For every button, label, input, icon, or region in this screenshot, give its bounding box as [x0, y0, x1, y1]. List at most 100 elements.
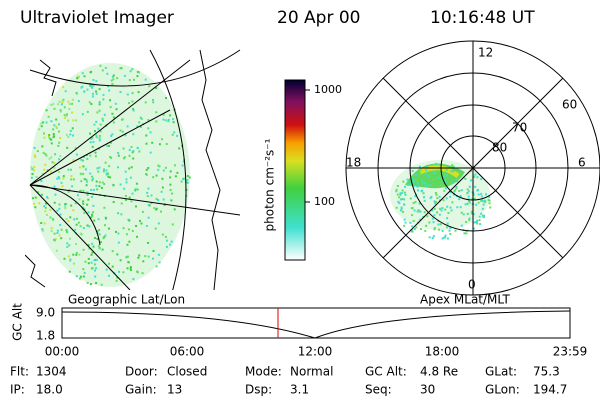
- speckle: [91, 251, 94, 254]
- speckle: [124, 134, 127, 137]
- speckle: [410, 229, 413, 231]
- speckle: [452, 165, 455, 168]
- speckle: [103, 206, 106, 209]
- speckle: [398, 202, 401, 205]
- speckle: [66, 146, 69, 149]
- speckle: [75, 217, 78, 220]
- speckle: [34, 155, 37, 158]
- colorbar-label: photon cm⁻²s⁻¹: [263, 138, 277, 231]
- speckle: [95, 136, 98, 139]
- speckle: [83, 271, 86, 274]
- speckle: [108, 89, 111, 92]
- speckle: [445, 174, 448, 177]
- x-tick-label: 12:00: [298, 345, 333, 359]
- speckle: [78, 198, 81, 201]
- speckle: [116, 77, 119, 80]
- speckle: [436, 197, 439, 200]
- speckle: [96, 167, 99, 170]
- speckle: [65, 114, 68, 117]
- speckle: [158, 165, 161, 168]
- speckle: [474, 185, 477, 188]
- speckle: [55, 118, 58, 121]
- speckle: [401, 189, 404, 192]
- speckle: [433, 228, 436, 231]
- speckle: [439, 223, 442, 226]
- speckle: [75, 223, 78, 226]
- speckle: [186, 181, 189, 184]
- speckle: [119, 129, 122, 132]
- speckle: [400, 198, 402, 201]
- speckle: [411, 230, 414, 233]
- speckle: [63, 257, 66, 260]
- speckle: [138, 121, 141, 124]
- speckle: [180, 180, 183, 183]
- speckle: [131, 192, 134, 195]
- speckle: [438, 195, 441, 198]
- speckle: [455, 186, 458, 189]
- speckle: [429, 196, 432, 199]
- speckle: [71, 185, 74, 188]
- speckle: [432, 235, 435, 238]
- speckle: [399, 192, 402, 195]
- speckle: [128, 102, 131, 105]
- speckle: [182, 160, 185, 163]
- speckle: [86, 281, 89, 284]
- speckle: [124, 198, 127, 201]
- speckle: [451, 201, 454, 204]
- speckle: [117, 212, 120, 215]
- speckle: [67, 136, 70, 138]
- speckle: [424, 229, 427, 232]
- speckle: [478, 219, 481, 222]
- speckle: [139, 116, 142, 119]
- speckle: [153, 207, 156, 210]
- speckle: [96, 230, 99, 233]
- speckle: [52, 218, 55, 221]
- speckle: [435, 162, 438, 165]
- speckle: [68, 270, 71, 273]
- speckle: [109, 141, 112, 144]
- speckle: [40, 222, 43, 224]
- speckle: [104, 66, 107, 69]
- speckle: [86, 88, 89, 91]
- speckle: [111, 75, 114, 78]
- status-label: Dsp:: [245, 383, 272, 397]
- speckle: [82, 159, 84, 162]
- speckle: [424, 182, 427, 185]
- speckle: [466, 188, 469, 191]
- speckle: [126, 267, 129, 270]
- speckle: [112, 201, 115, 203]
- speckle: [152, 98, 154, 101]
- speckle: [131, 92, 134, 95]
- speckle: [130, 166, 133, 169]
- speckle: [57, 144, 60, 147]
- speckle: [108, 165, 111, 168]
- speckle: [79, 225, 82, 228]
- speckle: [90, 84, 93, 87]
- speckle: [419, 169, 422, 172]
- speckle: [89, 71, 92, 74]
- speckle: [79, 172, 82, 175]
- speckle: [470, 179, 472, 182]
- speckle: [98, 233, 101, 236]
- speckle: [417, 189, 419, 192]
- speckle: [144, 255, 147, 258]
- speckle: [50, 138, 53, 141]
- speckle: [112, 74, 115, 77]
- speckle: [90, 103, 93, 105]
- speckle: [115, 279, 118, 282]
- speckle: [60, 110, 62, 113]
- speckle: [416, 185, 419, 188]
- speckle: [157, 253, 160, 256]
- speckle: [60, 103, 63, 106]
- speckle: [51, 161, 54, 164]
- speckle: [101, 69, 104, 72]
- speckle: [119, 91, 122, 93]
- speckle: [132, 278, 135, 280]
- speckle: [412, 202, 415, 205]
- speckle: [132, 157, 135, 160]
- speckle: [92, 245, 95, 248]
- speckle: [89, 154, 92, 157]
- speckle: [122, 271, 125, 274]
- speckle: [174, 175, 177, 178]
- speckle: [444, 181, 447, 184]
